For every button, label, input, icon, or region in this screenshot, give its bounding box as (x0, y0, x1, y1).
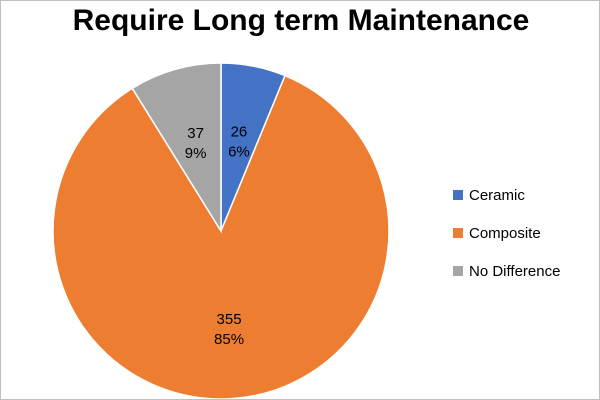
chart-title: Require Long term Maintenance (72, 4, 530, 37)
pie-slice-composite (52, 74, 390, 399)
legend-label-composite: Composite (469, 225, 541, 242)
legend-label-ceramic: Ceramic (469, 187, 525, 204)
pie-data-labels: 26 6% 355 85% 37 9% (185, 123, 250, 348)
data-label-value-composite: 355 (217, 311, 242, 328)
data-label-percent-composite: 85% (214, 331, 244, 348)
legend: Ceramic Composite No Difference (453, 187, 560, 280)
legend-swatch-ceramic (453, 190, 463, 200)
pie-slice-no-difference (131, 62, 222, 234)
data-label-value-ceramic: 26 (231, 123, 248, 140)
data-label-percent-ceramic: 6% (228, 143, 250, 160)
legend-swatch-no-difference (453, 266, 463, 276)
data-label-value-no-difference: 37 (187, 125, 204, 142)
legend-swatch-composite (453, 228, 463, 238)
data-label-percent-no-difference: 9% (185, 145, 207, 162)
legend-label-no-difference: No Difference (469, 263, 560, 280)
pie-slices (52, 62, 390, 399)
